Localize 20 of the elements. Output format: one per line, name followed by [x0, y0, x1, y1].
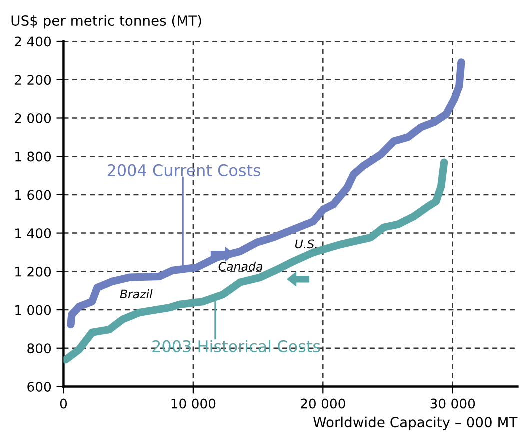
x-tick-label: 30 000 [430, 398, 476, 409]
x-axis-title: Worldwide Capacity – 000 MT [314, 416, 518, 430]
y-tick-label: 1 200 [16, 266, 52, 277]
y-tick-label: 800 [28, 344, 52, 354]
annotation: U.S. [295, 240, 317, 249]
x-tick-label: 0 [60, 398, 68, 409]
y-tick-label: 1 000 [16, 305, 52, 316]
annotation: Canada [218, 262, 262, 272]
x-tick-label: 10 000 [172, 398, 216, 409]
y-tick-label: 1 400 [16, 228, 52, 239]
y-axis-title: US$ per metric tonnes (MT) [12, 15, 202, 29]
y-tick-label: 1 600 [16, 190, 52, 200]
y-tick-label: 2 400 [15, 36, 52, 47]
y-tick-label: 2 000 [15, 113, 52, 124]
annotation: Brazil [120, 290, 153, 299]
x-tick-label: 20 000 [301, 398, 346, 409]
y-tick-label: 2 200 [15, 75, 52, 86]
y-tick-label: 600 [28, 382, 52, 392]
y-tick-label: 1 800 [16, 152, 52, 162]
text: 2004 Current Costs [108, 164, 261, 177]
